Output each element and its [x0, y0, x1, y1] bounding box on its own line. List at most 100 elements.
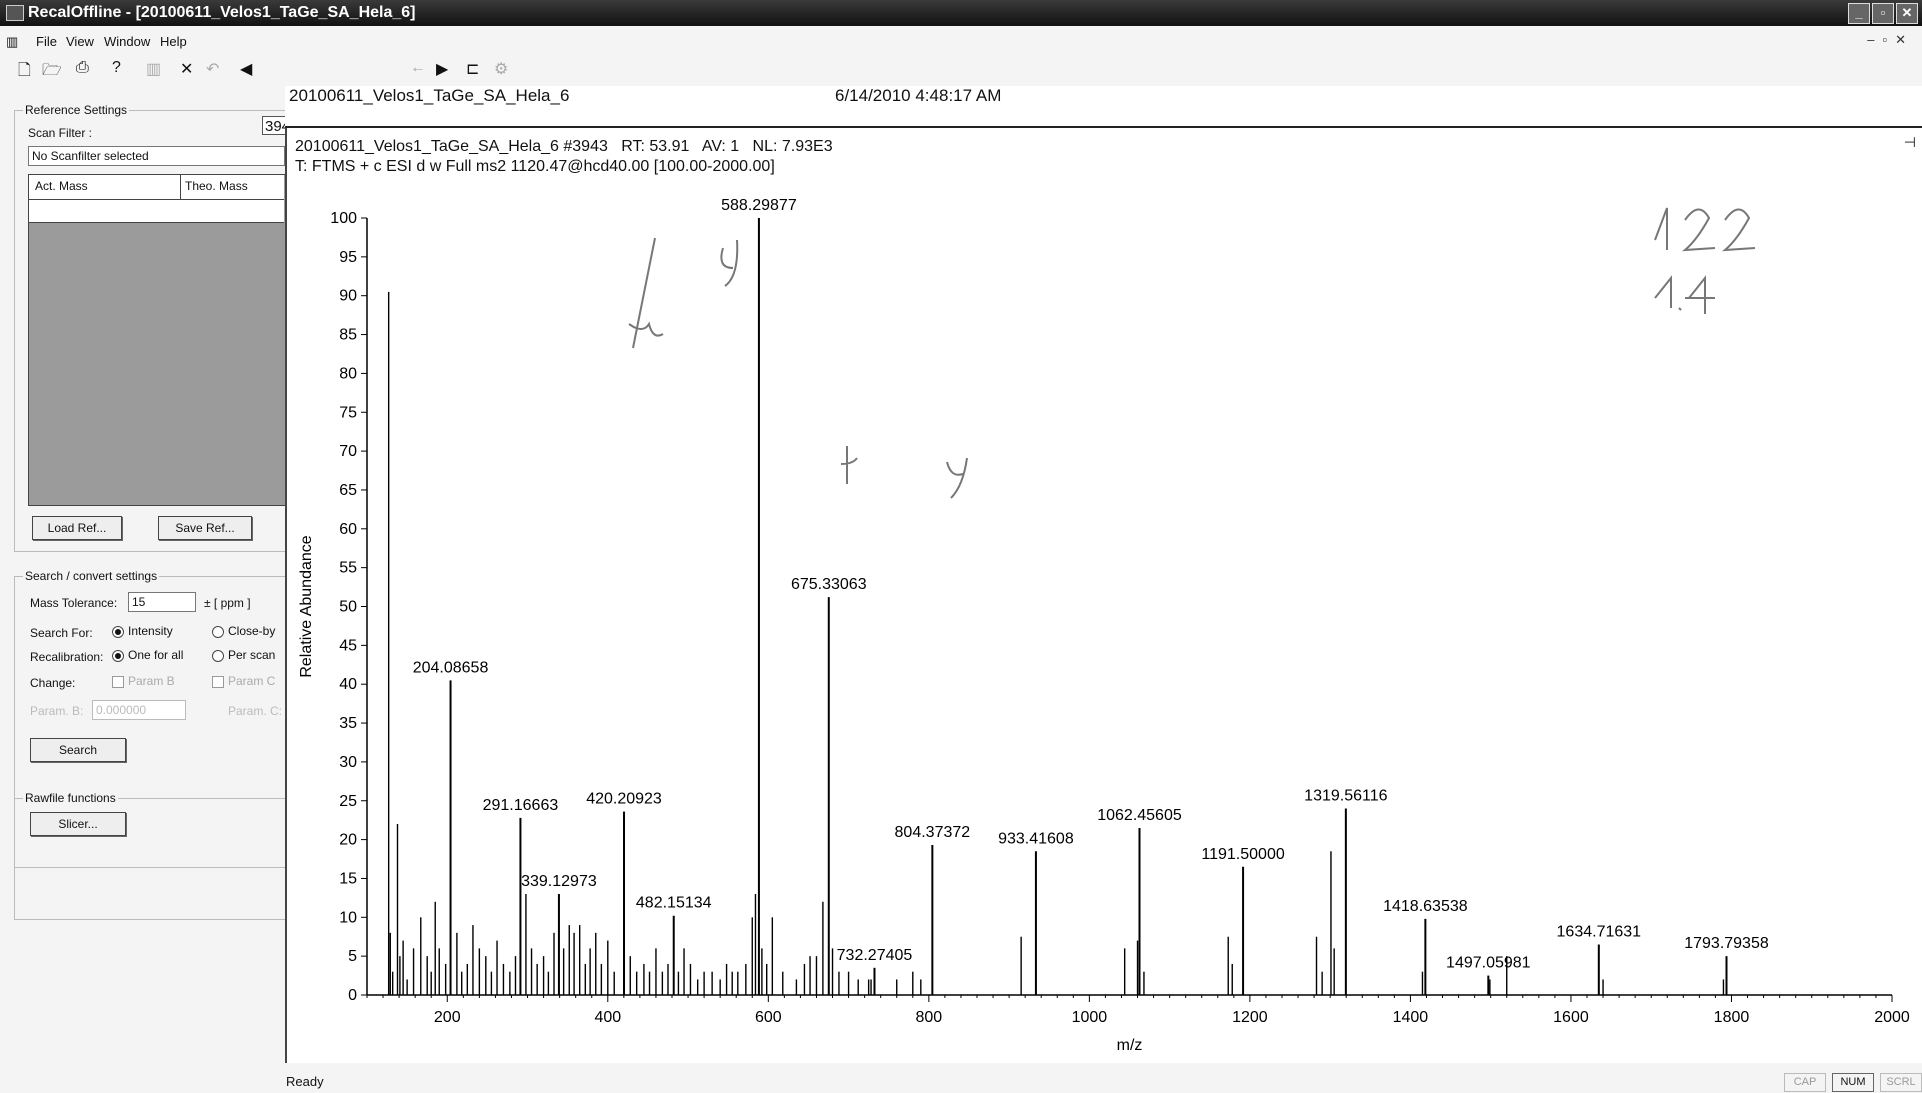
peak-label: 204.08658: [413, 659, 489, 676]
settings-icon: ⚙: [494, 61, 509, 78]
load-ref-button[interactable]: Load Ref...: [32, 516, 122, 540]
maximize-icon[interactable]: ▫: [1872, 3, 1894, 24]
y-tick-label: 0: [348, 987, 357, 1004]
minimize-icon[interactable]: _: [1848, 3, 1870, 24]
recal-per-scan-radio[interactable]: Per scan: [212, 648, 275, 662]
search-settings-label: Search / convert settings: [23, 569, 160, 583]
file-name: 20100611_Velos1_TaGe_SA_Hela_6: [289, 86, 570, 105]
handwritten-stroke: [1654, 275, 1672, 308]
rawfile-functions-label: Rawfile functions: [23, 791, 118, 805]
x-axis-label: m/z: [1117, 1037, 1143, 1054]
recal-one-radio[interactable]: One for all: [112, 648, 183, 662]
peak-label: 675.33063: [791, 576, 867, 593]
zoom-fit-icon[interactable]: ✕: [180, 61, 194, 78]
scroll-indicator: SCRL: [1880, 1073, 1922, 1092]
table-row[interactable]: [29, 200, 284, 223]
y-tick-label: 15: [339, 870, 357, 887]
mass-tolerance-input[interactable]: 15: [128, 592, 196, 612]
peak-label: 1634.71631: [1557, 923, 1642, 940]
peak-label: 420.20923: [586, 791, 662, 808]
slicer-button[interactable]: Slicer...: [30, 812, 126, 836]
x-tick-label: 400: [594, 1009, 621, 1026]
mass-tolerance-label: Mass Tolerance:: [30, 596, 118, 610]
search-intensity-label: Intensity: [128, 624, 173, 638]
chart-icon: ▥: [146, 61, 162, 78]
scan-filter-label: Scan Filter :: [28, 126, 93, 140]
arrow-left-icon: ←: [410, 59, 426, 76]
search-for-label: Search For:: [30, 626, 93, 640]
save-ref-button[interactable]: Save Ref...: [158, 516, 252, 540]
num-indicator: NUM: [1832, 1073, 1874, 1092]
print-icon[interactable]: ⎙: [76, 59, 89, 76]
handwritten-annotations: [628, 207, 1756, 499]
param-b-checkbox[interactable]: Param B: [112, 674, 175, 688]
rawfile-functions-group: Rawfile functions: [14, 791, 286, 920]
file-info-bar: 20100611_Velos1_TaGe_SA_Hela_6 6/14/2010…: [285, 86, 1922, 128]
previous-scan-icon[interactable]: ◀: [240, 61, 253, 78]
search-closeby-label: Close-by: [228, 624, 276, 638]
peak-label: 732.27405: [837, 947, 913, 964]
caps-indicator: CAP: [1784, 1073, 1826, 1092]
peak-label: 804.37372: [895, 824, 971, 841]
param-c-check-label: Param C: [228, 674, 276, 688]
peak-label: 1319.56116: [1304, 788, 1387, 805]
spectrum-panel[interactable]: 20100611_Velos1_TaGe_SA_Hela_6 #3943 RT:…: [285, 128, 1922, 1063]
x-tick-label: 1800: [1714, 1009, 1750, 1026]
menu-window[interactable]: Window: [104, 34, 151, 49]
reference-mass-table[interactable]: Act. Mass Theo. Mass: [28, 174, 287, 506]
left-panel: Reference Settings Scan Filter : No Scan…: [0, 86, 287, 1071]
peak-label: 1191.50000: [1201, 846, 1284, 863]
open-folder-icon[interactable]: 🗁: [42, 62, 62, 79]
status-bar: Ready CAP NUM SCRL: [0, 1071, 1922, 1093]
menu-app-icon[interactable]: ▥: [6, 34, 19, 49]
y-tick-label: 75: [339, 404, 357, 421]
menu-view[interactable]: View: [66, 34, 94, 49]
y-tick-label: 35: [339, 715, 357, 732]
menu-help[interactable]: Help: [160, 34, 187, 49]
pin-icon[interactable]: ⊣: [1903, 134, 1916, 150]
peak-label: 1418.63538: [1383, 898, 1468, 915]
y-tick-label: 30: [339, 754, 357, 771]
help-icon[interactable]: ?: [112, 59, 121, 76]
spectrum-chart[interactable]: 0 5 10 15 20 25 30 35 40 45 50 55 60 65 70 75 80 85 90 95 10…: [287, 128, 1922, 1063]
search-button[interactable]: Search: [30, 738, 126, 762]
y-tick-label: 10: [339, 909, 357, 926]
col-theo-mass: Theo. Mass: [185, 179, 248, 193]
handwritten-stroke: [720, 239, 739, 287]
peak-label: 1793.79358: [1684, 935, 1769, 952]
y-tick-label: 90: [339, 288, 357, 305]
new-file-icon[interactable]: 🗋: [18, 62, 31, 79]
export-icon[interactable]: ⊏: [466, 61, 480, 78]
col-act-mass: Act. Mass: [35, 179, 88, 193]
menu-bar: ▥ File View Window Help –▫✕: [0, 31, 1922, 53]
search-intensity-radio[interactable]: Intensity: [112, 624, 173, 638]
spectrum-header-line2: T: FTMS + c ESI d w Full ms2 1120.47@hcd…: [295, 158, 775, 175]
mdi-controls[interactable]: –▫✕: [1867, 32, 1914, 47]
next-scan-icon[interactable]: ▶: [436, 61, 449, 78]
handwritten-stroke: [1654, 207, 1668, 250]
handwritten-stroke: [1688, 275, 1706, 314]
search-closeby-radio[interactable]: Close-by: [212, 624, 275, 638]
handwritten-stroke: [840, 446, 858, 484]
peak-label: 291.16663: [483, 797, 559, 814]
menu-file[interactable]: File: [36, 34, 57, 49]
param-c-checkbox[interactable]: Param C: [212, 674, 275, 688]
peak-label: 339.12973: [521, 873, 597, 890]
x-tick-label: 1200: [1232, 1009, 1268, 1026]
scan-filter-select[interactable]: No Scanfilter selected: [28, 146, 285, 166]
close-icon[interactable]: ✕: [1896, 3, 1918, 24]
param-b-input[interactable]: 0.000000: [92, 700, 186, 720]
change-label: Change:: [30, 676, 76, 690]
x-tick-label: 2000: [1874, 1009, 1910, 1026]
handwritten-stroke: [1678, 307, 1682, 311]
y-tick-label: 20: [339, 832, 357, 849]
y-tick-label: 60: [339, 521, 357, 538]
y-tick-label: 45: [339, 637, 357, 654]
x-tick-label: 1000: [1072, 1009, 1108, 1026]
peak-label: 482.15134: [636, 895, 712, 912]
y-tick-label: 85: [339, 327, 357, 344]
y-tick-label: 55: [339, 560, 357, 577]
peak-label: 588.29877: [721, 197, 797, 214]
x-tick-label: 600: [755, 1009, 782, 1026]
peak-label: 1497.05981: [1446, 955, 1531, 972]
